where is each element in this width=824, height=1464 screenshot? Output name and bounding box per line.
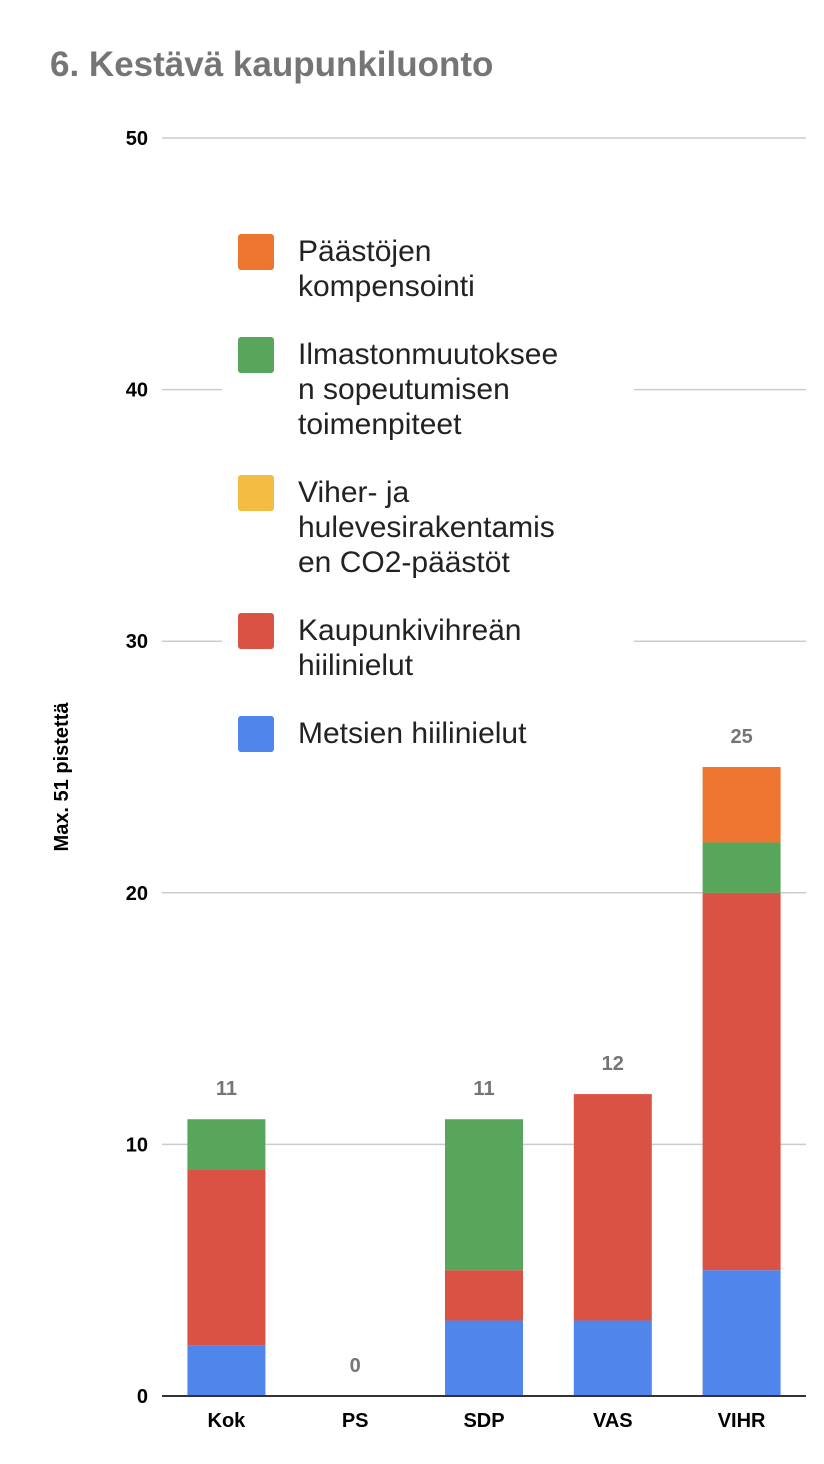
bar-segment: [702, 842, 781, 893]
legend-swatch: [238, 613, 274, 649]
legend-label: Päästöjen: [298, 235, 431, 268]
legend-label: Ilmastonmuutoksee: [298, 338, 558, 371]
bar-total-label: 0: [350, 1355, 361, 1377]
bar-segment: [573, 1094, 652, 1321]
bars: [187, 767, 781, 1396]
legend-swatch: [238, 716, 274, 752]
bar-total-label: 11: [216, 1078, 237, 1100]
bar-segment: [445, 1270, 523, 1321]
y-tick-label: 50: [126, 128, 148, 150]
legend-label: Metsien hiilinielut: [298, 717, 527, 750]
bar-segment: [702, 767, 781, 843]
chart-title: 6. Kestävä kaupunkiluonto: [50, 45, 493, 84]
legend-label: toimenpiteet: [298, 408, 462, 441]
y-tick-label: 40: [126, 380, 148, 402]
x-tick-label: VAS: [593, 1410, 633, 1432]
legend-swatch: [238, 234, 274, 270]
legend-label: Viher- ja: [298, 476, 409, 509]
legend-label: Kaupunkivihreän: [298, 614, 522, 647]
y-tick-label: 0: [137, 1386, 148, 1408]
y-axis-ticks: 0 10 20 30 40 50: [126, 128, 148, 1408]
bar-segment: [187, 1169, 266, 1346]
bar-total-label: 12: [602, 1053, 624, 1075]
y-tick-label: 30: [126, 631, 148, 653]
y-tick-label: 20: [126, 883, 148, 905]
x-tick-label: Kok: [208, 1410, 247, 1432]
bar-segment: [445, 1320, 523, 1396]
x-tick-label: SDP: [463, 1410, 504, 1432]
y-axis-label: Max. 51 pistettä: [51, 702, 73, 852]
legend-label: n sopeutumisen: [298, 373, 510, 406]
legend-label: hulevesirakentamis: [298, 511, 555, 544]
legend-swatch: [238, 475, 274, 511]
x-axis-ticks: Kok PS SDP VAS VIHR: [208, 1410, 767, 1432]
bar-total-labels: 11 0 11 12 25: [216, 726, 753, 1377]
legend-label: kompensointi: [298, 270, 475, 303]
y-tick-label: 10: [126, 1134, 148, 1156]
bar-total-label: 25: [730, 726, 752, 748]
x-tick-label: VIHR: [718, 1410, 766, 1432]
legend-swatch: [238, 337, 274, 373]
x-tick-label: PS: [342, 1410, 369, 1432]
legend-label: en CO2-päästöt: [298, 546, 510, 579]
legend-label: hiilinielut: [298, 649, 414, 682]
bar-segment: [187, 1119, 266, 1170]
bar-segment: [445, 1119, 523, 1271]
bar-segment: [702, 892, 781, 1271]
bar-total-label: 11: [473, 1078, 494, 1100]
bar-segment: [702, 1270, 781, 1396]
bar-segment: [573, 1320, 652, 1396]
legend-background: [222, 222, 634, 759]
bar-segment: [187, 1345, 266, 1396]
